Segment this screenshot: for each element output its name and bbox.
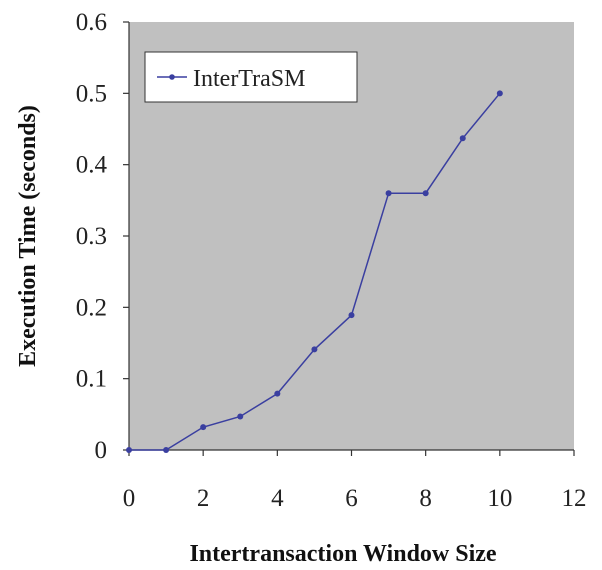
data-point (163, 447, 170, 453)
y-axis-title: Execution Time (seconds) (15, 105, 41, 367)
y-tick-label: 0.6 (76, 9, 107, 36)
data-point (422, 190, 429, 197)
y-tick-label: 0.4 (76, 152, 108, 179)
data-point (311, 346, 318, 353)
data-point (385, 190, 392, 197)
legend-label: InterTraSM (193, 66, 305, 92)
data-point (200, 424, 207, 431)
x-tick-label: 0 (123, 485, 136, 512)
data-point (459, 135, 466, 142)
data-point (274, 390, 281, 397)
x-tick-label: 12 (562, 485, 587, 512)
x-tick-label: 10 (487, 485, 512, 512)
legend-marker-swatch (169, 74, 175, 80)
x-axis-title: Intertransaction Window Size (189, 541, 496, 567)
x-axis-ticks: 0 2 4 6 8 10 12 (123, 450, 587, 512)
series-layer (126, 90, 503, 453)
x-tick-label: 8 (419, 485, 432, 512)
data-point (126, 447, 132, 453)
x-tick-label: 4 (271, 485, 284, 512)
data-point (496, 90, 503, 97)
x-tick-label: 2 (197, 485, 210, 512)
x-tick-label: 6 (345, 485, 358, 512)
y-tick-label: 0.2 (76, 294, 107, 321)
y-tick-label: 0 (95, 437, 108, 464)
data-point (237, 413, 244, 420)
y-axis-ticks: 0 0.1 0.2 0.3 0.4 0.5 0.6 (76, 9, 129, 464)
legend: InterTraSM (144, 51, 358, 103)
y-tick-label: 0.3 (76, 223, 107, 250)
y-tick-label: 0.5 (76, 80, 107, 107)
data-point (348, 312, 355, 319)
y-tick-label: 0.1 (76, 366, 107, 393)
